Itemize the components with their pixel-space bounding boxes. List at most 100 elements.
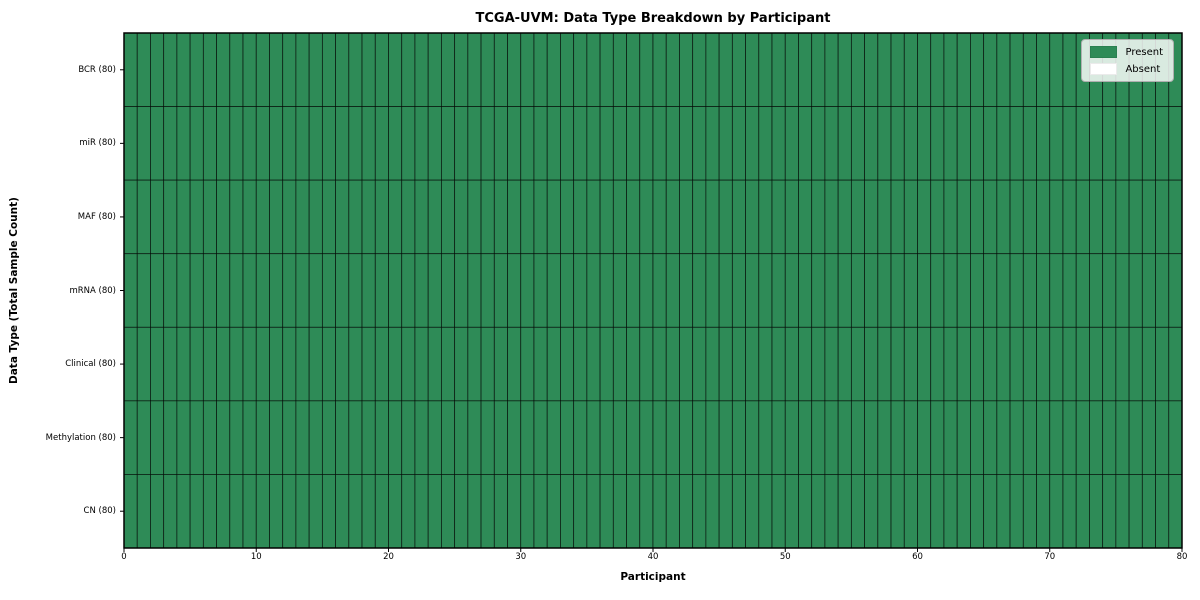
- heatmap-cell: [1168, 253, 1183, 328]
- heatmap-cell: [361, 326, 376, 402]
- heatmap-cell: [229, 400, 244, 475]
- heatmap-cell: [427, 179, 442, 255]
- heatmap-cell: [1062, 106, 1077, 181]
- heatmap-cell: [612, 253, 627, 328]
- heatmap-cell: [1036, 32, 1051, 107]
- heatmap-cell: [983, 106, 998, 181]
- heatmap-cell: [255, 106, 270, 181]
- heatmap-cell: [467, 106, 482, 181]
- heatmap-cell: [692, 253, 707, 328]
- heatmap-cell: [1022, 326, 1037, 402]
- heatmap-cell: [229, 326, 244, 402]
- heatmap-cell: [467, 32, 482, 107]
- heatmap-cell: [692, 326, 707, 402]
- heatmap-cell: [824, 326, 839, 402]
- heatmap-cell: [798, 179, 813, 255]
- heatmap-cell: [837, 400, 852, 475]
- heatmap-cell: [784, 400, 799, 475]
- heatmap-cell: [242, 253, 257, 328]
- heatmap-cell: [758, 474, 773, 549]
- heatmap-cell: [877, 400, 892, 475]
- heatmap-cell: [586, 326, 601, 402]
- heatmap-cell: [798, 474, 813, 549]
- heatmap-cell: [229, 179, 244, 255]
- heatmap-cell: [718, 253, 733, 328]
- heatmap-cell: [136, 179, 151, 255]
- heatmap-cell: [573, 253, 588, 328]
- heatmap-cell: [970, 400, 985, 475]
- heatmap-cell: [970, 179, 985, 255]
- heatmap-cell: [1128, 400, 1143, 475]
- heatmap-cell: [374, 326, 389, 402]
- heatmap-cell: [917, 474, 932, 549]
- heatmap-cell: [599, 32, 614, 107]
- heatmap-cell: [560, 474, 575, 549]
- y-tick-label: mRNA (80): [69, 285, 116, 296]
- heatmap-cell: [454, 253, 469, 328]
- heatmap-cell: [1022, 179, 1037, 255]
- heatmap-cell: [758, 106, 773, 181]
- heatmap-cell: [388, 253, 403, 328]
- heatmap-cell: [890, 474, 905, 549]
- heatmap-cell: [771, 400, 786, 475]
- heatmap-cell: [639, 253, 654, 328]
- heatmap-cell: [176, 106, 191, 181]
- heatmap-cell: [189, 474, 204, 549]
- heatmap-cell: [705, 179, 720, 255]
- heatmap-cell: [837, 253, 852, 328]
- heatmap-cell: [811, 32, 826, 107]
- heatmap-cell: [321, 474, 337, 549]
- heatmap-cell: [255, 326, 270, 402]
- heatmap-cell: [639, 179, 654, 255]
- heatmap-cell: [295, 400, 310, 475]
- heatmap-cell: [374, 179, 389, 255]
- heatmap-cell: [242, 326, 257, 402]
- heatmap-cell: [718, 326, 733, 402]
- heatmap-cell: [546, 474, 561, 549]
- heatmap-cell: [996, 32, 1011, 107]
- heatmap-cell: [626, 106, 641, 181]
- heatmap-cell: [731, 400, 746, 475]
- x-tick-label: 20: [383, 552, 394, 562]
- heatmap-cell: [560, 326, 575, 402]
- heatmap-cell: [467, 474, 482, 549]
- heatmap-cell: [652, 326, 667, 402]
- heatmap-cell: [308, 253, 323, 328]
- heatmap-cell: [216, 179, 231, 255]
- heatmap-cell: [202, 179, 217, 255]
- heatmap-cell: [996, 474, 1011, 549]
- heatmap-cell: [824, 253, 839, 328]
- heatmap-cell: [811, 253, 826, 328]
- heatmap-cell: [1036, 179, 1051, 255]
- heatmap-cell: [1089, 474, 1104, 549]
- heatmap-cell: [546, 32, 561, 107]
- heatmap-cell: [216, 474, 231, 549]
- heatmap-cell: [1022, 474, 1037, 549]
- heatmap-cell: [758, 32, 773, 107]
- heatmap-cell: [1141, 253, 1156, 328]
- heatmap-cell: [652, 32, 667, 107]
- heatmap-cell: [1075, 474, 1090, 549]
- heatmap-cell: [348, 32, 363, 107]
- heatmap-cell: [824, 106, 839, 181]
- heatmap-cell: [652, 106, 667, 181]
- heatmap-cell: [970, 474, 985, 549]
- heatmap-cell: [824, 32, 839, 107]
- heatmap-cell: [718, 106, 733, 181]
- heatmap-cell: [163, 400, 178, 475]
- heatmap-cell: [507, 106, 522, 181]
- heatmap-cell: [295, 106, 310, 181]
- heatmap-cell: [295, 179, 310, 255]
- heatmap-cell: [361, 474, 376, 549]
- heatmap-cell: [361, 179, 376, 255]
- heatmap-cell: [917, 106, 932, 181]
- heatmap-cell: [1115, 400, 1130, 475]
- heatmap-cell: [903, 179, 918, 255]
- heatmap-cell: [586, 32, 601, 107]
- heatmap-cell: [1089, 326, 1104, 402]
- heatmap-cell: [388, 474, 403, 549]
- heatmap-cell: [189, 32, 204, 107]
- heatmap-cell: [983, 253, 998, 328]
- heatmap-cell: [665, 474, 680, 549]
